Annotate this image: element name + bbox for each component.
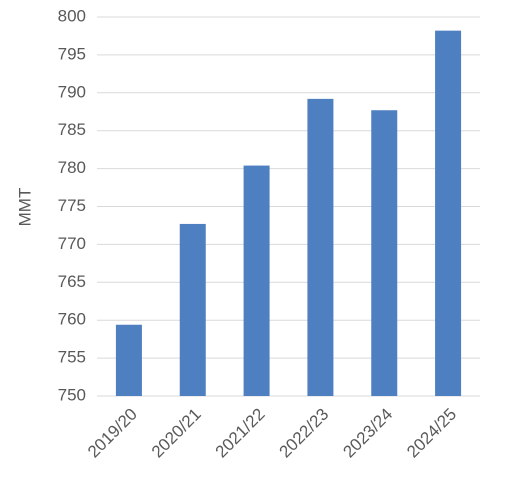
y-tick-label: 755	[58, 348, 86, 367]
bar	[435, 30, 462, 396]
bar	[179, 223, 206, 396]
bar	[243, 165, 270, 396]
x-tick-label: 2024/25	[403, 405, 460, 462]
bar	[371, 110, 398, 396]
y-tick-label: 800	[58, 6, 86, 25]
y-tick-label: 770	[58, 234, 86, 253]
y-tick-label: 765	[58, 272, 86, 291]
x-tick-label: 2019/20	[84, 405, 141, 462]
y-axis-label: MMT	[15, 188, 34, 227]
y-tick-label: 785	[58, 120, 86, 139]
x-tick-label: 2021/22	[212, 405, 269, 462]
y-tick-label: 790	[58, 82, 86, 101]
y-tick-label: 750	[58, 385, 86, 404]
x-tick-label: 2022/23	[276, 405, 333, 462]
bar	[307, 98, 334, 396]
y-tick-label: 795	[58, 44, 86, 63]
x-tick-label: 2023/24	[339, 405, 396, 462]
y-tick-label: 775	[58, 196, 86, 215]
y-tick-label: 760	[58, 310, 86, 329]
bar	[115, 324, 142, 396]
y-tick-label: 780	[58, 158, 86, 177]
x-tick-label: 2020/21	[148, 405, 205, 462]
